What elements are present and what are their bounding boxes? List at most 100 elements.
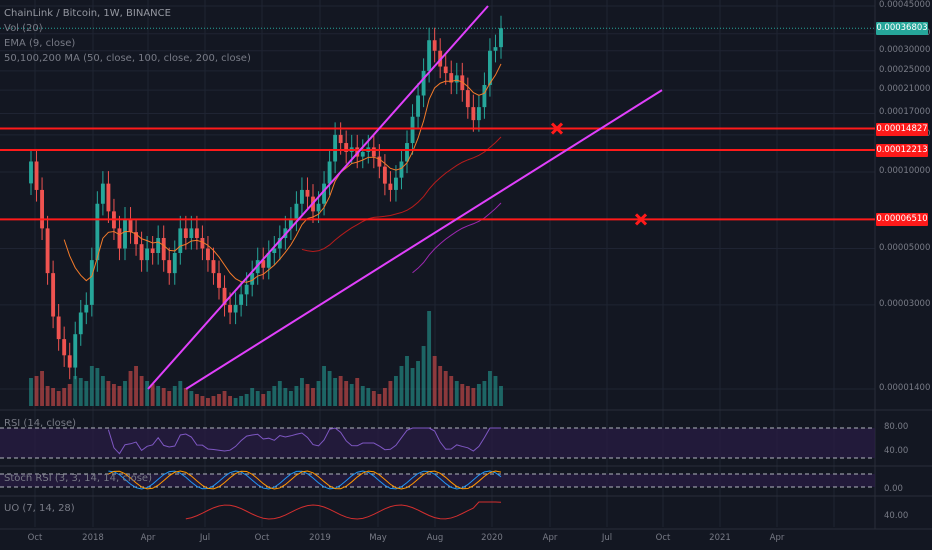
volume-bar [427, 311, 431, 406]
candle-body [217, 273, 221, 288]
volume-bar [189, 391, 193, 406]
volume-bar [377, 394, 381, 406]
candle-body [184, 228, 188, 238]
volume-bar [300, 378, 304, 406]
volume-bar [444, 371, 448, 406]
volume-bar [350, 384, 354, 406]
candle-body [405, 143, 409, 161]
volume-bar [499, 386, 503, 406]
volume-bar [239, 396, 243, 406]
time-tick-label: Apr [543, 533, 558, 543]
indicator-tick-label: 0.00 [884, 484, 903, 494]
candle-body [118, 228, 122, 248]
candle-body [228, 305, 232, 313]
candle-body [488, 51, 492, 85]
time-tick-label: Jul [602, 533, 612, 543]
price-tick-label: 0.00003000 [879, 299, 930, 309]
volume-bar [101, 376, 105, 406]
candle-body [394, 178, 398, 190]
volume-bar [278, 381, 282, 406]
volume-bar [195, 394, 199, 406]
time-tick-label: 2020 [481, 533, 503, 543]
volume-bar [272, 386, 276, 406]
volume-bar [212, 396, 216, 406]
time-tick-label: Aug [427, 533, 444, 543]
indicator-tick-label: 40.00 [884, 446, 908, 456]
candle-body [57, 317, 61, 340]
last-price-tag: 0.00036803 [876, 22, 928, 35]
candle-body [167, 260, 171, 273]
volume-bar [455, 381, 459, 406]
volume-bar [95, 368, 99, 406]
volume-bar [256, 391, 260, 406]
candle-body [466, 90, 470, 107]
volume-bar [62, 388, 66, 406]
volume-bar [372, 391, 376, 406]
candle-body [294, 204, 298, 220]
candle-body [62, 339, 66, 355]
volume-bar [433, 356, 437, 406]
volume-bar [333, 378, 337, 406]
volume-bar [438, 366, 442, 406]
candle-body [106, 184, 110, 212]
volume-bar [46, 386, 50, 406]
volume-bar [57, 391, 61, 406]
candle-body [499, 28, 503, 47]
level-price-tag: 0.00012213 [876, 144, 928, 157]
candle-body [300, 190, 304, 204]
candle-body [400, 161, 404, 177]
price-tick-label: 0.00021000 [879, 84, 930, 94]
candle-body [333, 135, 337, 162]
volume-bar [405, 356, 409, 406]
volume-bar [134, 366, 138, 406]
candle-body [317, 204, 321, 212]
volume-bar [167, 391, 171, 406]
volume-bar [311, 388, 315, 406]
candle-body [140, 244, 144, 260]
candle-body [361, 152, 365, 157]
volume-bar [245, 394, 249, 406]
price-tick-label: 0.00030000 [879, 45, 930, 55]
candle-body [455, 75, 459, 82]
candle-body [178, 228, 182, 253]
candle-body [35, 161, 39, 189]
time-tick-label: Apr [141, 533, 156, 543]
ma-label: 50,100,200 MA (50, close, 100, close, 20… [4, 51, 251, 66]
candle-body [444, 67, 448, 74]
volume-bar [129, 371, 133, 406]
candle-body [195, 228, 199, 238]
candle-body [416, 96, 420, 117]
volume-bar [361, 386, 365, 406]
time-tick-label: Apr [770, 533, 785, 543]
symbol-title: ChainLink / Bitcoin, 1W, BINANCE [4, 6, 251, 21]
indicator-tick-label: 40.00 [884, 511, 908, 521]
candle-body [482, 85, 486, 107]
candle-body [73, 334, 77, 367]
volume-bar [223, 391, 227, 406]
price-tick-label: 0.00001400 [879, 383, 930, 393]
volume-bar [394, 376, 398, 406]
candle-body [145, 249, 149, 261]
volume-bar [156, 386, 160, 406]
candle-body [422, 71, 426, 96]
candle-body [339, 135, 343, 143]
volume-bar [283, 388, 287, 406]
candle-body [427, 40, 431, 71]
candle-body [212, 260, 216, 273]
candle-body [123, 220, 127, 249]
volume-bar [494, 376, 498, 406]
candle-body [433, 40, 437, 51]
candle-body [40, 190, 44, 228]
volume-bar [35, 376, 39, 406]
volume-bar [366, 388, 370, 406]
price-tick-label: 0.00010000 [879, 166, 930, 176]
candle-body [156, 238, 160, 253]
candle-body [477, 107, 481, 120]
volume-bar [261, 394, 265, 406]
candle-body [162, 238, 166, 260]
indicator-tick-label: 80.00 [884, 422, 908, 432]
volume-bar [355, 378, 359, 406]
volume-label: Vol (20) [4, 21, 251, 36]
time-tick-label: Oct [28, 533, 43, 543]
